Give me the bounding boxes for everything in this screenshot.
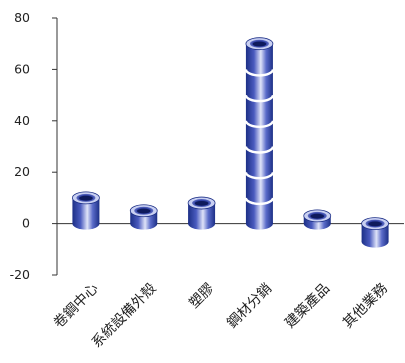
- bar-bottom: [188, 217, 216, 230]
- bar-bottom: [130, 217, 158, 230]
- bar-ring: [244, 146, 275, 154]
- category-label: 塑膠: [186, 281, 217, 312]
- y-tick-label: 80: [14, 10, 30, 25]
- bar: [72, 191, 100, 230]
- bar-top-core: [137, 208, 151, 214]
- bar-bottom: [361, 235, 389, 248]
- bar-top-core: [368, 221, 382, 227]
- category-label: 卷鋼中心: [51, 281, 102, 332]
- y-tick-label: 20: [14, 164, 30, 179]
- bar-bottom: [245, 217, 273, 230]
- bar: [244, 37, 275, 230]
- y-tick-label: 40: [14, 113, 30, 128]
- bars: [72, 37, 389, 248]
- bar-body: [245, 43, 273, 224]
- bar-ring: [244, 120, 275, 128]
- bar-ring: [244, 69, 275, 77]
- category-label: 建築產品: [281, 280, 333, 332]
- bar-ring: [244, 197, 275, 206]
- axes: [52, 17, 404, 276]
- y-tick-label: 0: [22, 216, 30, 231]
- y-tick-label: -20: [10, 267, 30, 282]
- bar-top-core: [79, 195, 93, 201]
- bar: [187, 196, 216, 230]
- y-tick-labels: -20 0 20 40 60 80: [10, 10, 30, 282]
- bar: [361, 217, 389, 248]
- bar-ring: [244, 94, 275, 103]
- category-label: 鋼材分銷: [224, 281, 275, 332]
- bar: [303, 209, 332, 230]
- bar: [129, 204, 158, 230]
- bar-ring: [244, 171, 275, 180]
- bar-top-core: [310, 213, 324, 219]
- bar-top-core: [252, 41, 267, 47]
- bar-top-core: [194, 200, 209, 206]
- bar-bottom: [72, 217, 100, 230]
- category-label: 其他業務: [340, 281, 391, 332]
- y-tick-label: 60: [14, 61, 30, 76]
